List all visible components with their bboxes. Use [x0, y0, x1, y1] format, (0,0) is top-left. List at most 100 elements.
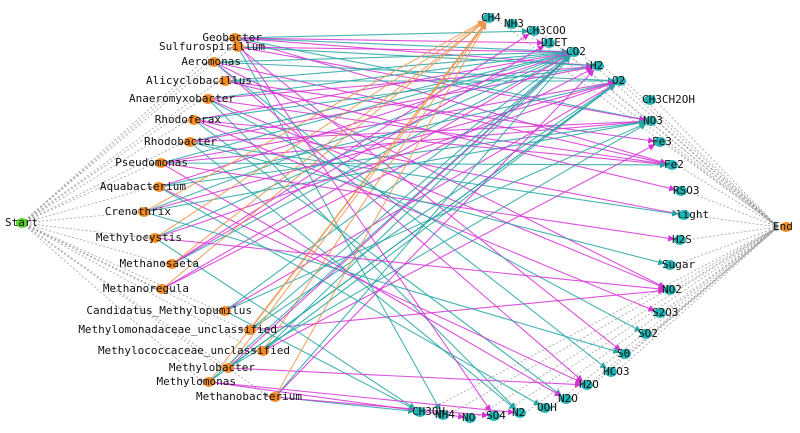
taxon-label: Methylococcaceae_unclassified	[98, 344, 290, 357]
compound-label: SO2	[638, 327, 658, 340]
edge-Methanobacterium-CO2	[274, 56, 571, 398]
end-edge	[602, 65, 779, 228]
edge-Rhodoferax-CO2	[193, 50, 569, 121]
compound-node	[528, 26, 540, 36]
compound-node	[664, 285, 676, 295]
end-edge	[516, 23, 779, 228]
edge-Rhodoferax-H2	[193, 64, 593, 121]
compound-node	[674, 235, 686, 245]
compound-label: S2O3	[652, 306, 679, 319]
taxon-label: Methylocystis	[96, 231, 182, 244]
compound-node	[414, 407, 426, 417]
compound-node	[483, 13, 495, 23]
edge-Geobacter-H2	[234, 37, 593, 69]
edge-Pseudomonas-H2S	[160, 162, 675, 242]
compound-node	[488, 411, 500, 421]
end-edge	[424, 226, 779, 413]
compound-label: O2	[612, 74, 625, 87]
compound-label: NO	[462, 411, 475, 424]
compound-label: H2	[590, 59, 603, 72]
compound-node	[543, 38, 555, 48]
end-edge	[498, 226, 779, 417]
taxon-label: Aeromonas	[181, 55, 241, 68]
edge-Methylomonas-O2	[208, 84, 616, 383]
compound-node	[664, 260, 676, 270]
taxon-node	[219, 306, 231, 316]
start-edge	[21, 162, 156, 224]
compound-node	[654, 308, 666, 318]
edge-Pseudomonas-N2O	[160, 162, 562, 397]
taxon-label: Methanobacterium	[196, 390, 302, 403]
edge-Methanosaeta-DIET	[171, 45, 545, 265]
taxon-node	[203, 377, 215, 387]
start-edge	[21, 222, 167, 266]
compound-node	[605, 367, 617, 377]
compound-label: NO3	[643, 114, 663, 127]
taxon-label: Pseudomonas	[115, 156, 188, 169]
taxon-node	[184, 137, 196, 147]
edge-Crenothrix-O2	[143, 80, 615, 213]
compound-label: CO2	[566, 45, 586, 58]
compound-label: S0	[617, 347, 630, 360]
compound-label: N2O	[558, 392, 578, 405]
taxon-label: Methanoregula	[103, 282, 189, 295]
edge-Crenothrix-NO3	[143, 119, 646, 213]
compound-node	[514, 408, 526, 418]
edge-Methylomonas-N2	[208, 381, 515, 416]
edge-Geobacter-DIET	[234, 37, 544, 47]
compound-node	[666, 160, 678, 170]
compound-label: NO2	[662, 283, 682, 296]
compound-label: light	[676, 208, 709, 221]
taxon-label: Methylomonas	[157, 375, 236, 388]
start-edge	[21, 46, 233, 224]
start-node	[16, 218, 28, 228]
edge-Methanoregula-CO2	[161, 54, 570, 290]
edge-Methylobacter-H2O	[227, 367, 582, 388]
taxon-node	[166, 259, 178, 269]
end-node	[780, 222, 792, 232]
end-edge	[654, 99, 779, 228]
compound-label: Sugar	[662, 258, 695, 271]
taxon-label: Rhodobacter	[144, 135, 217, 148]
edge-Alicyclobacillus-CO2	[224, 49, 569, 82]
taxon-node	[155, 158, 167, 168]
start-edge	[21, 119, 189, 224]
start-edge	[21, 222, 223, 369]
taxon-node	[257, 346, 269, 356]
edge-Methylomonadaceae_unclassified-CO2	[249, 55, 570, 331]
edge-Rhodobacter-Sugar	[189, 141, 665, 266]
edge-Methylocystis-CH4	[154, 20, 485, 239]
edge-Rhodoferax-Fe2	[193, 119, 667, 168]
start-edge	[21, 210, 139, 224]
edge-Aquabacterium-OOH	[158, 186, 541, 406]
start-edge	[21, 222, 204, 383]
edge-Anaeromyxobacter-N2	[207, 98, 517, 410]
start-edge	[21, 222, 258, 352]
compound-node	[644, 95, 656, 105]
edge-Candidatus_Methylopumilus-CH3OH	[224, 310, 416, 410]
compound-node	[592, 61, 604, 71]
compound-node	[568, 47, 580, 57]
edge-Aeromonas-CO2	[213, 49, 569, 63]
end-edge	[664, 141, 779, 228]
edge-Sulfurospirillum-S0	[237, 46, 621, 351]
compound-label: CH3COO	[526, 24, 566, 37]
edge-Methylobacter-NO3	[227, 123, 647, 369]
start-edge	[21, 222, 150, 240]
end-edge	[685, 190, 779, 228]
end-edge	[549, 226, 779, 409]
taxon-label: Rhodoferax	[155, 113, 222, 126]
compound-label: CH4	[481, 11, 501, 24]
taxon-node	[202, 94, 214, 104]
compound-label: Fe2	[664, 158, 684, 171]
compound-node	[678, 210, 690, 220]
edge-Rhodobacter-NO3	[189, 118, 646, 143]
start-edge	[21, 185, 154, 224]
taxon-label: Alicyclobacillus	[146, 74, 252, 87]
compound-label: SO4	[486, 409, 506, 422]
taxon-node	[156, 284, 168, 294]
compound-node	[464, 413, 476, 423]
end-edge	[629, 226, 779, 355]
